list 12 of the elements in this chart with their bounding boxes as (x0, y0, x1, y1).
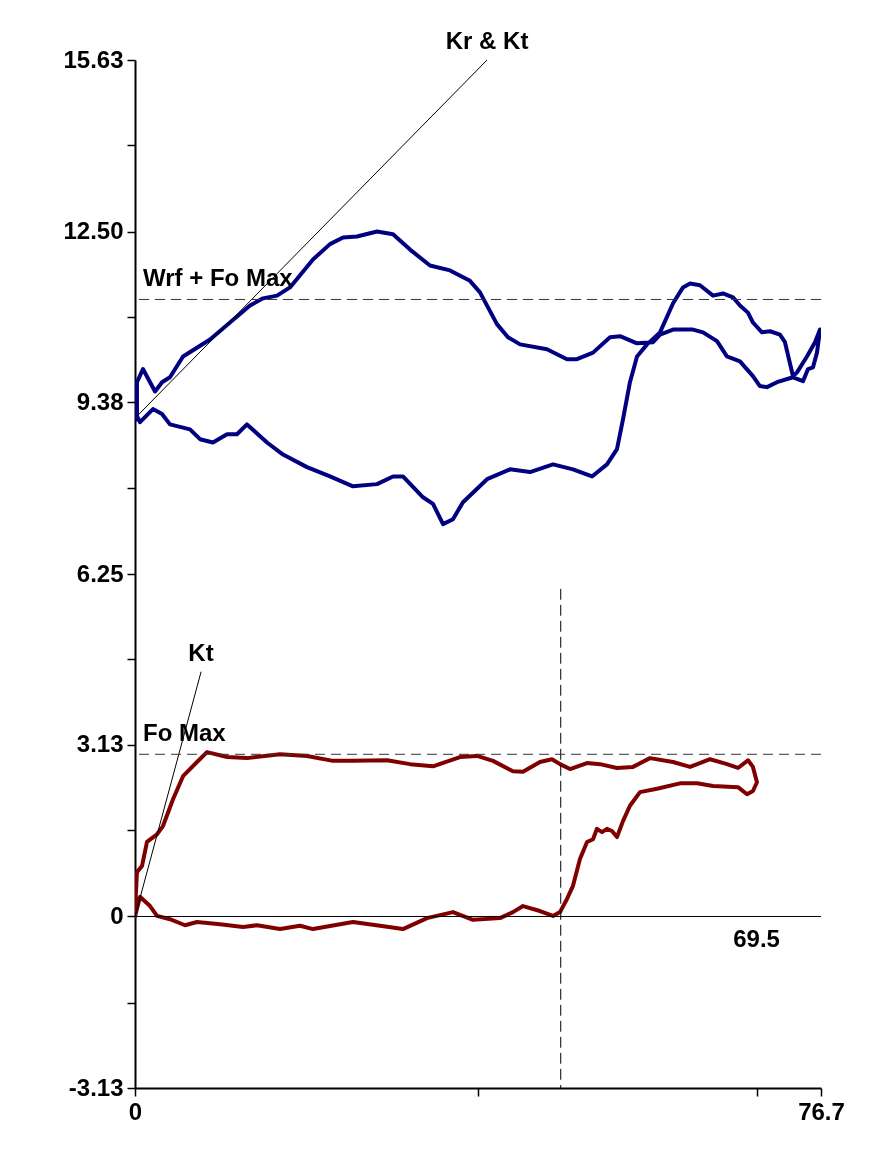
y-tick-label: 12.50 (63, 217, 124, 245)
y-tick-label: 3.13 (76, 730, 124, 758)
x-tick-label: 76.7 (798, 1097, 845, 1125)
y-tick-label: 0 (110, 901, 124, 929)
y-tick-label: 6.25 (76, 559, 124, 587)
y-tick-label: -3.13 (68, 1073, 124, 1101)
y-tick-label: 9.38 (76, 387, 124, 415)
series-label: Kr & Kt (445, 27, 529, 54)
y-tick-label: 15.63 (63, 45, 124, 73)
annotation: 69.5 (733, 925, 780, 953)
ref-line-label: Fo Max (143, 719, 227, 747)
series-label: Kt (188, 639, 214, 667)
